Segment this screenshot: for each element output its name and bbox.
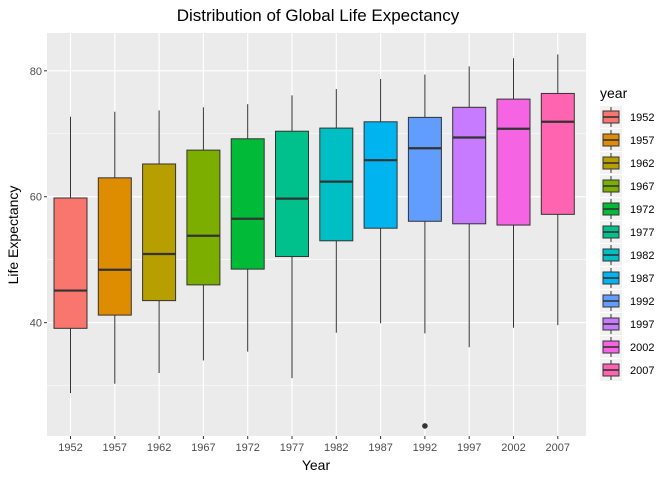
box-1962 xyxy=(142,110,177,374)
y-tick-label: 60 xyxy=(30,192,42,204)
legend-item-1997: 1997 xyxy=(600,313,654,335)
box-iqr xyxy=(230,138,265,270)
x-tick-label: 1972 xyxy=(235,442,259,454)
box-iqr xyxy=(407,116,442,222)
box-iqr xyxy=(319,127,354,242)
x-tick-label: 1987 xyxy=(368,442,392,454)
plot-panel xyxy=(47,33,586,436)
legend: year 1952 1957 1962 1967 1972 1977 1982 1987 199… xyxy=(600,85,654,381)
x-tick-label: 1967 xyxy=(191,442,215,454)
box-1977 xyxy=(275,95,309,379)
legend-label: 1952 xyxy=(630,112,654,124)
box-iqr xyxy=(363,121,398,229)
box-1992 xyxy=(407,74,442,429)
box-1957 xyxy=(97,111,132,384)
legend-title: year xyxy=(600,85,628,101)
legend-label: 1997 xyxy=(630,319,654,331)
box-1967 xyxy=(186,107,221,361)
legend-item-1982: 1982 xyxy=(600,244,654,266)
x-tick-label: 2007 xyxy=(546,442,570,454)
legend-label: 1957 xyxy=(630,135,654,147)
legend-item-1977: 1977 xyxy=(600,221,654,243)
legend-label: 1972 xyxy=(630,204,654,216)
legend-item-1962: 1962 xyxy=(600,152,654,174)
legend-label: 1982 xyxy=(630,250,654,262)
legend-item-2007: 2007 xyxy=(600,359,654,381)
legend-label: 1992 xyxy=(630,296,654,308)
legend-item-1957: 1957 xyxy=(600,129,654,151)
x-axis-title: Year xyxy=(302,457,331,473)
chart-title: Distribution of Global Life Expectancy xyxy=(177,6,460,25)
x-tick-label: 1997 xyxy=(457,442,481,454)
box-1997 xyxy=(452,66,487,348)
legend-item-1992: 1992 xyxy=(600,290,654,312)
legend-item-1967: 1967 xyxy=(600,175,654,197)
box-iqr xyxy=(97,177,132,316)
outlier-point xyxy=(422,423,428,429)
y-axis-title: Life Expectancy xyxy=(5,186,21,285)
legend-label: 1977 xyxy=(630,227,654,239)
legend-label: 2002 xyxy=(630,342,654,354)
x-tick-label: 1952 xyxy=(58,442,82,454)
box-1952 xyxy=(53,116,88,394)
box-iqr xyxy=(496,98,531,226)
box-iqr xyxy=(186,149,221,286)
legend-item-1952: 1952 xyxy=(600,106,654,128)
boxes xyxy=(53,54,575,429)
legend-item-2002: 2002 xyxy=(600,336,654,358)
x-tick-label: 2002 xyxy=(501,442,525,454)
legend-label: 1962 xyxy=(630,158,654,170)
box-2002 xyxy=(496,58,531,328)
x-tick-label: 1977 xyxy=(280,442,304,454)
y-axis-ticks: 40 60 80 xyxy=(30,66,47,330)
box-iqr xyxy=(275,130,309,258)
x-axis-ticks: 1952 1957 1962 1967 1972 1977 1982 1987 1992 1997… xyxy=(58,436,570,454)
legend-item-1972: 1972 xyxy=(600,198,654,220)
box-iqr xyxy=(142,163,177,302)
y-tick-label: 40 xyxy=(30,318,42,330)
x-tick-label: 1962 xyxy=(147,442,171,454)
box-1982 xyxy=(319,89,354,333)
box-2007 xyxy=(540,54,575,326)
x-tick-label: 1982 xyxy=(324,442,348,454)
legend-label: 1967 xyxy=(630,181,654,193)
box-iqr xyxy=(53,197,88,329)
y-tick-label: 80 xyxy=(30,66,42,78)
box-1972 xyxy=(230,104,265,352)
legend-label: 1987 xyxy=(630,273,654,285)
box-iqr xyxy=(452,106,487,225)
box-iqr xyxy=(540,92,575,215)
box-1987 xyxy=(363,78,398,324)
legend-item-1987: 1987 xyxy=(600,267,654,289)
legend-label: 2007 xyxy=(630,365,654,377)
x-tick-label: 1992 xyxy=(413,442,437,454)
x-tick-label: 1957 xyxy=(103,442,127,454)
